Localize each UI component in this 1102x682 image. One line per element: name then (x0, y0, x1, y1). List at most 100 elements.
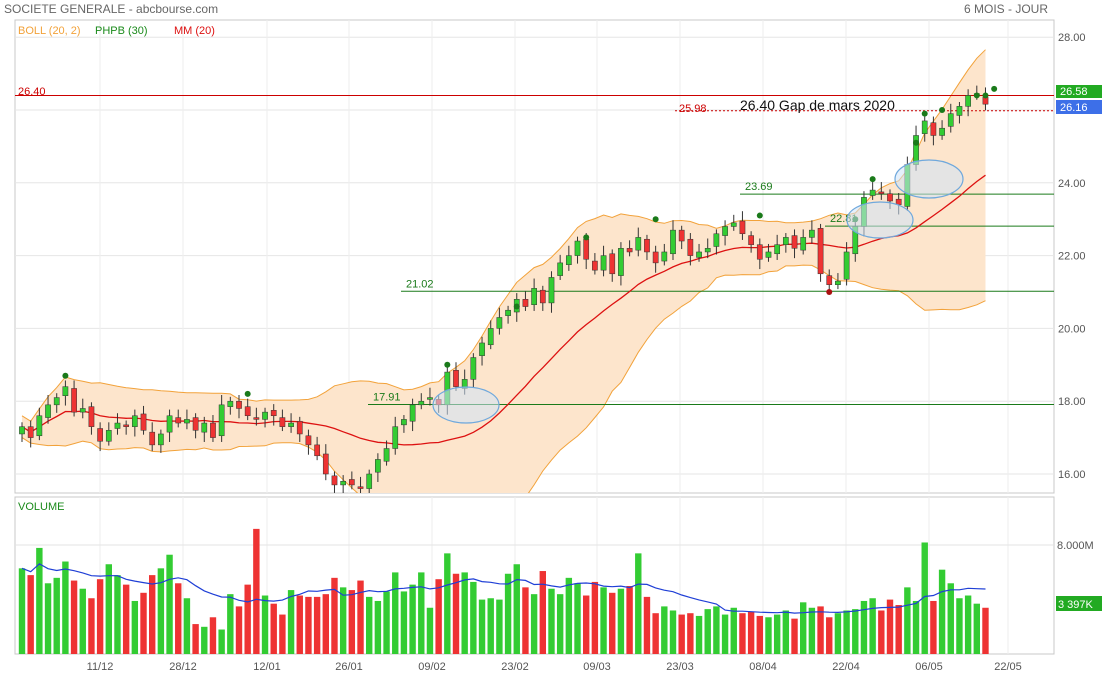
candle-body (947, 113, 954, 127)
volume-bar (409, 584, 416, 654)
candle-body (557, 262, 564, 276)
volume-tick-top: 8.000M (1057, 540, 1094, 552)
breakout-ellipse-2 (846, 201, 914, 239)
volume-bar (730, 607, 737, 654)
volume-bar (556, 594, 564, 654)
volume-bar (383, 591, 390, 654)
candle-body (262, 411, 268, 420)
volume-bar (800, 602, 807, 654)
bollinger-lower (21, 264, 986, 493)
volume-bar (643, 596, 651, 654)
volume-bar (366, 596, 373, 654)
volume-bar (765, 617, 772, 654)
candle-body (956, 106, 963, 116)
candle-body (383, 448, 390, 462)
volume-bar (175, 583, 182, 654)
candlesticks (19, 85, 989, 493)
date-tick-label: 08/04 (749, 661, 777, 673)
candle-body (166, 415, 173, 433)
candle-body (314, 444, 320, 457)
candle-body (71, 388, 77, 413)
candle-body (713, 233, 720, 247)
high-marker (991, 85, 998, 92)
candle-body (618, 248, 624, 276)
gap-value-label: 25.98 (679, 103, 707, 115)
candle-body (218, 404, 225, 437)
candle-body (322, 453, 329, 475)
moving-average-line (21, 174, 986, 446)
volume-bar (478, 599, 486, 654)
volume-bar (617, 588, 625, 654)
volume-bar (860, 600, 868, 654)
candle-body (288, 422, 294, 427)
volume-bar (331, 577, 338, 654)
volume-bar (938, 569, 946, 654)
volume-bar (912, 600, 920, 654)
price-tick-label: 28.00 (1058, 32, 1086, 44)
candle-body (409, 404, 416, 422)
date-tick-label: 22/04 (832, 661, 860, 673)
volume-bar (201, 626, 208, 654)
volume-bar (36, 547, 43, 654)
volume-bar (678, 614, 685, 654)
candle-body (800, 237, 807, 251)
high-marker (939, 107, 946, 113)
date-tick-label: 28/12 (169, 661, 197, 673)
candle-body (36, 415, 43, 437)
candle-body (531, 288, 537, 305)
candle-body (348, 479, 355, 486)
support-label: 23.69 (745, 181, 773, 193)
volume-bar (947, 583, 954, 654)
volume-bar (183, 598, 191, 654)
candle-body (453, 370, 459, 387)
candle-body (487, 328, 494, 346)
candle-body (496, 317, 503, 329)
volume-bar (18, 568, 26, 654)
date-tick-label: 09/03 (583, 661, 611, 673)
volume-bar (826, 617, 833, 654)
price-tick-label: 16.00 (1058, 469, 1086, 481)
volume-bar (817, 606, 824, 654)
price-tick-label: 20.00 (1058, 323, 1086, 335)
volume-bar (70, 580, 78, 654)
candle-body (192, 417, 199, 431)
volume-bar (496, 599, 503, 654)
volume-bar (739, 613, 746, 654)
candle-body (670, 229, 676, 255)
volume-bar (166, 554, 173, 654)
last-price-badge: 26.58 (1056, 85, 1102, 98)
candle-body (201, 422, 208, 433)
volume-bar (964, 595, 972, 654)
volume-bar (834, 613, 842, 654)
candle-body (331, 475, 338, 486)
high-marker (756, 212, 763, 219)
low-marker (826, 289, 833, 295)
candle-body (696, 251, 702, 258)
volume-last-badge-bg (1056, 596, 1102, 611)
volume-bar (522, 587, 529, 654)
candle-body (184, 419, 190, 424)
candle-body (965, 95, 971, 107)
volume-bar (279, 614, 286, 654)
candle-body (748, 235, 754, 245)
candle-body (878, 191, 885, 194)
volume-bar (548, 588, 555, 654)
volume-bar (565, 577, 573, 654)
mm-20 (21, 174, 986, 446)
candle-body (678, 229, 685, 242)
volume-bar (843, 610, 850, 654)
candle-body (809, 229, 815, 238)
candle-body (140, 413, 147, 431)
volume-bar (886, 599, 894, 654)
volume-bar (704, 609, 711, 654)
volume-bar (470, 581, 477, 654)
volume-bar (157, 568, 165, 654)
candle-body (305, 435, 312, 446)
volume-ma (21, 563, 986, 614)
volume-bar (756, 615, 763, 654)
candle-body (131, 415, 138, 427)
date-tick-label: 06/05 (915, 661, 943, 673)
volume-bar (53, 577, 60, 654)
volume-bar (96, 579, 104, 654)
volume-bar (869, 598, 876, 654)
